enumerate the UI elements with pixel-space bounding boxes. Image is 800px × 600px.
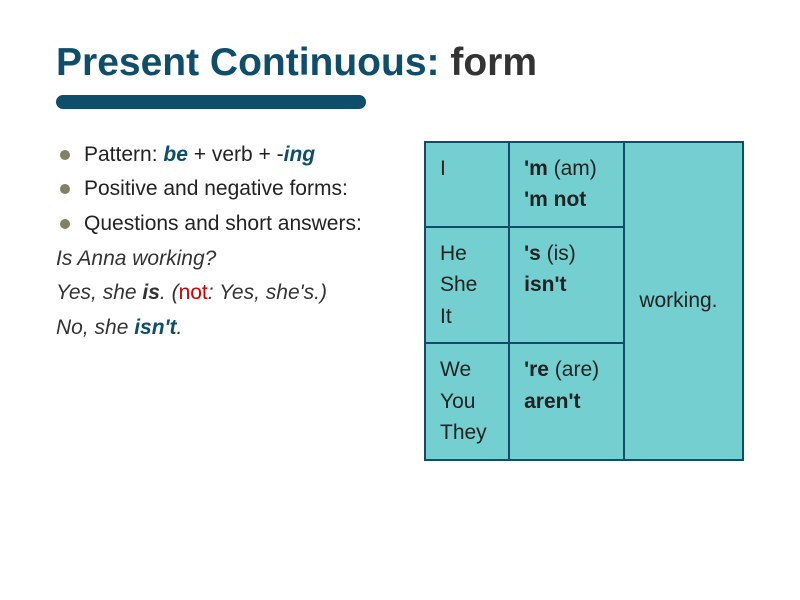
bullet-text: verb [212, 143, 253, 166]
form-neg: aren't [524, 390, 580, 413]
form-paren: (are) [549, 358, 599, 381]
form-cell: 're (are) aren't [509, 343, 624, 460]
example-answer-no: No, she isn't. [56, 313, 406, 343]
grammar-table: I 'm (am) 'm not working. He She It [424, 141, 744, 461]
not-red: not [179, 281, 208, 304]
bullet-item-questions: Questions and short answers: [56, 210, 406, 238]
title-main: Present Continuous: [56, 41, 440, 84]
subject: He [440, 242, 467, 265]
bullet-text: Pattern: [84, 143, 163, 166]
title-underline-bar [56, 95, 366, 109]
ans-text: : Yes, she's.) [208, 281, 327, 304]
isnt-bold: isn't [134, 316, 176, 339]
subject: You [440, 390, 475, 413]
ans-text: Yes, she [56, 281, 142, 304]
be-emphasis: be [163, 143, 188, 166]
bullet-list: Pattern: be + verb + -ing Positive and n… [56, 141, 406, 238]
example-question: Is Anna working? [56, 244, 406, 274]
bullet-item-forms: Positive and negative forms: [56, 175, 406, 203]
form-neg: 'm not [524, 188, 586, 211]
title-block: Present Continuous: form [56, 42, 744, 117]
bullet-item-pattern: Pattern: be + verb + -ing [56, 141, 406, 169]
subject: We [440, 358, 471, 381]
form-lead: 'm [524, 157, 548, 180]
left-column: Pattern: be + verb + -ing Positive and n… [56, 141, 406, 461]
title-sub: form [440, 41, 538, 84]
form-cell: 's (is) isn't [509, 227, 624, 344]
example-answer-yes: Yes, she is. (not: Yes, she's.) [56, 278, 406, 308]
form-lead: 're [524, 358, 549, 381]
ans-text: . [177, 316, 183, 339]
subject-cell: He She It [425, 227, 509, 344]
subject: I [440, 157, 446, 180]
bullet-text: + - [253, 143, 284, 166]
subject-cell: We You They [425, 343, 509, 460]
is-bold: is [142, 281, 160, 304]
example-block: Is Anna working? Yes, she is. (not: Yes,… [56, 244, 406, 343]
right-column: I 'm (am) 'm not working. He She It [424, 141, 744, 461]
subject: It [440, 305, 452, 328]
form-neg: isn't [524, 273, 566, 296]
slide: Present Continuous: form Pattern: be + v… [0, 0, 800, 600]
ans-text: No, she [56, 316, 134, 339]
content-row: Pattern: be + verb + -ing Positive and n… [56, 141, 744, 461]
form-paren: (is) [541, 242, 576, 265]
title-underline [56, 95, 366, 117]
page-title: Present Continuous: form [56, 42, 744, 85]
subject: She [440, 273, 477, 296]
bullet-text: + [188, 143, 212, 166]
form-paren: (am) [548, 157, 597, 180]
verb-cell: working. [624, 142, 743, 460]
ans-text: . ( [160, 281, 179, 304]
subject-cell: I [425, 142, 509, 227]
merged-text: working. [639, 289, 717, 312]
form-cell: 'm (am) 'm not [509, 142, 624, 227]
form-lead: 's [524, 242, 541, 265]
subject: They [440, 421, 487, 444]
ing-emphasis: ing [284, 143, 316, 166]
table-row: I 'm (am) 'm not working. [425, 142, 743, 227]
